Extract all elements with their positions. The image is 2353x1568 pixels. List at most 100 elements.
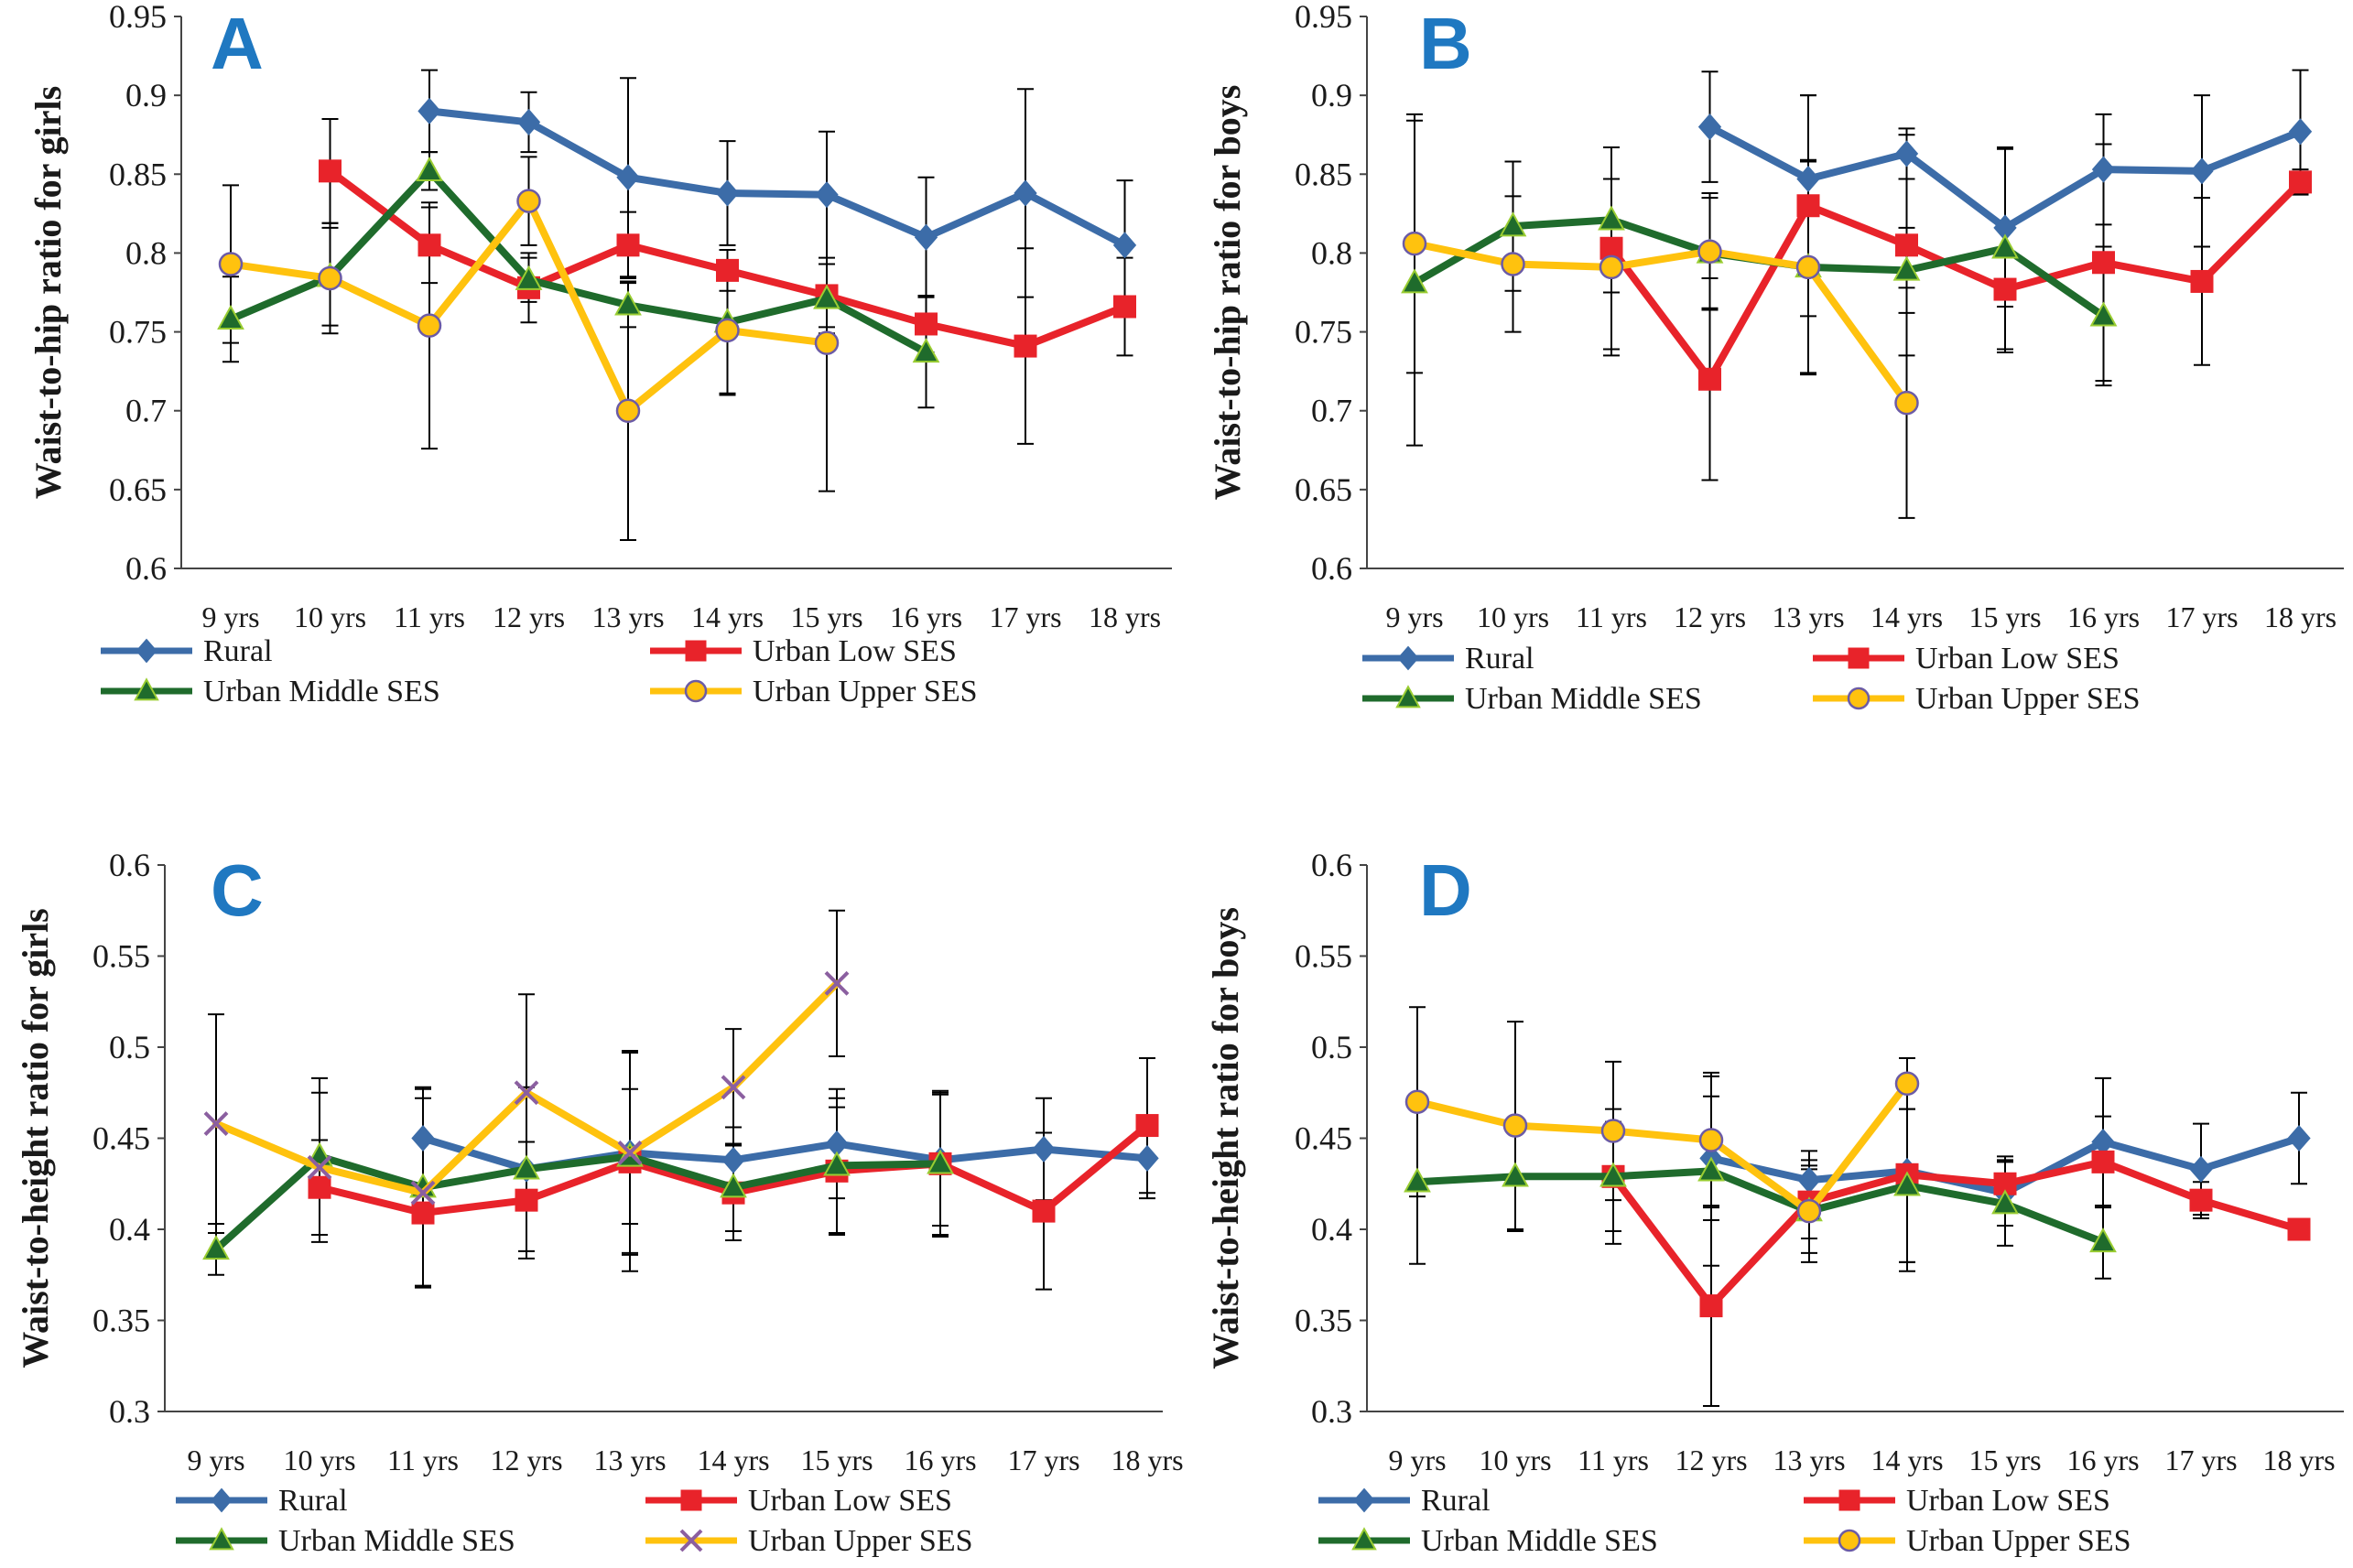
data-point-rural bbox=[815, 181, 839, 209]
legend-item: Urban Low SES bbox=[650, 634, 957, 668]
x-tick-label: 13 yrs bbox=[593, 1444, 666, 1476]
data-point-urban-upper bbox=[1894, 1071, 1920, 1097]
panel-letter: B bbox=[1419, 3, 1472, 84]
data-point-urban-middle bbox=[823, 1151, 851, 1176]
legend-marker bbox=[1395, 685, 1421, 708]
y-tick-label: 0.45 bbox=[92, 1120, 150, 1157]
y-tick-label: 0.85 bbox=[109, 156, 167, 192]
x-tick-label: 17 yrs bbox=[989, 600, 1061, 633]
y-tick-label: 0.6 bbox=[1311, 847, 1352, 883]
legend-label: Urban Upper SES bbox=[753, 675, 978, 708]
data-point-urban-middle bbox=[1598, 205, 1625, 231]
series-line-urban-upper bbox=[1414, 1079, 1911, 1216]
y-axis-label: Waist-to-hip ratio for girls bbox=[27, 86, 69, 499]
series-line-urban-middle bbox=[212, 1152, 944, 1253]
data-point-urban-low bbox=[1113, 295, 1136, 319]
legend-item: Urban Upper SES bbox=[650, 675, 978, 708]
legend-marker bbox=[209, 1527, 234, 1551]
data-point-urban-low bbox=[2289, 170, 2312, 194]
x-tick-label: 12 yrs bbox=[490, 1444, 562, 1476]
data-point-rural bbox=[1796, 165, 1820, 193]
data-point-urban-upper bbox=[1404, 1089, 1430, 1114]
legend-item: Urban Middle SES bbox=[1318, 1524, 1658, 1558]
data-point-urban-upper bbox=[318, 265, 342, 291]
data-point-urban-low bbox=[1993, 277, 2017, 301]
legend-label: Urban Low SES bbox=[1906, 1484, 2110, 1518]
x-tick-label: 17 yrs bbox=[2164, 1444, 2237, 1476]
x-tick-label: 11 yrs bbox=[394, 600, 465, 633]
x-tick-label: 10 yrs bbox=[1479, 1444, 1551, 1476]
x-tick-label: 14 yrs bbox=[1870, 1444, 1943, 1476]
x-tick-label: 17 yrs bbox=[2165, 600, 2238, 633]
data-point-urban-upper bbox=[1599, 254, 1624, 280]
data-point-rural bbox=[1032, 1135, 1056, 1163]
data-point-urban-upper bbox=[1796, 1198, 1822, 1224]
x-tick-label: 14 yrs bbox=[691, 600, 764, 633]
series-line-urban-middle bbox=[1414, 1167, 2107, 1246]
data-point-urban-low bbox=[2287, 1217, 2311, 1241]
data-point-urban-upper bbox=[410, 1180, 436, 1206]
data-point-rural bbox=[1014, 179, 1037, 207]
y-tick-label: 0.8 bbox=[125, 234, 167, 271]
y-tick-label: 0.35 bbox=[92, 1303, 150, 1339]
panel-letter: A bbox=[211, 3, 264, 84]
series-line-urban-middle bbox=[227, 167, 930, 356]
y-tick-label: 0.4 bbox=[109, 1211, 150, 1248]
y-tick-label: 0.5 bbox=[109, 1029, 150, 1065]
x-tick-label: 10 yrs bbox=[294, 600, 366, 633]
data-point-urban-middle bbox=[1991, 233, 2019, 259]
data-point-urban-low bbox=[1895, 233, 1918, 257]
data-point-urban-low bbox=[1135, 1114, 1159, 1138]
x-tick-label: 13 yrs bbox=[1772, 600, 1844, 633]
data-point-urban-middle bbox=[614, 290, 642, 316]
y-tick-label: 0.9 bbox=[1311, 77, 1352, 114]
data-point-rural bbox=[1112, 232, 1137, 259]
data-point-urban-middle bbox=[1401, 268, 1428, 294]
data-point-urban-middle bbox=[912, 338, 940, 363]
y-tick-label: 0.3 bbox=[109, 1393, 150, 1430]
data-point-urban-middle bbox=[2089, 1227, 2117, 1253]
legend-item: Urban Low SES bbox=[1813, 642, 2120, 676]
data-point-urban-middle bbox=[1893, 1171, 1921, 1196]
x-tick-label: 18 yrs bbox=[2262, 1444, 2335, 1476]
y-tick-label: 0.8 bbox=[1311, 234, 1352, 271]
data-point-urban-upper bbox=[814, 330, 840, 355]
data-point-urban-middle bbox=[515, 265, 543, 290]
legend-label: Urban Low SES bbox=[748, 1484, 952, 1518]
y-tick-label: 0.45 bbox=[1295, 1120, 1352, 1157]
legend-label: Urban Middle SES bbox=[1421, 1524, 1658, 1558]
x-tick-label: 18 yrs bbox=[2264, 600, 2337, 633]
data-point-urban-middle bbox=[1991, 1189, 2019, 1215]
data-point-urban-upper bbox=[516, 189, 541, 213]
y-tick-label: 0.6 bbox=[109, 847, 150, 883]
data-point-urban-middle bbox=[2089, 301, 2118, 327]
y-tick-label: 0.55 bbox=[92, 938, 150, 975]
legend-item: Rural bbox=[176, 1484, 348, 1518]
x-tick-label: 16 yrs bbox=[890, 600, 962, 633]
legend-label: Urban Middle SES bbox=[203, 675, 440, 708]
data-point-urban-low bbox=[1699, 1294, 1723, 1318]
data-point-urban-upper bbox=[617, 1141, 643, 1165]
x-tick-label: 18 yrs bbox=[1089, 600, 1161, 633]
data-point-rural bbox=[2190, 157, 2214, 185]
data-point-rural bbox=[721, 1146, 745, 1173]
data-point-urban-middle bbox=[927, 1149, 954, 1174]
data-point-rural bbox=[2091, 156, 2116, 183]
y-tick-label: 0.35 bbox=[1295, 1303, 1352, 1339]
legend-item: Urban Middle SES bbox=[101, 675, 440, 708]
data-point-rural bbox=[1797, 1166, 1821, 1194]
data-point-urban-low bbox=[2092, 251, 2115, 275]
x-tick-label: 16 yrs bbox=[2067, 600, 2140, 633]
x-tick-label: 12 yrs bbox=[1674, 600, 1746, 633]
data-point-urban-middle bbox=[1599, 1162, 1627, 1187]
data-point-urban-upper bbox=[715, 318, 740, 343]
series-line-urban-low bbox=[1610, 1158, 2303, 1310]
y-tick-label: 0.7 bbox=[125, 393, 167, 429]
y-tick-label: 0.3 bbox=[1311, 1393, 1352, 1430]
x-tick-label: 11 yrs bbox=[1576, 600, 1647, 633]
x-tick-label: 14 yrs bbox=[1870, 600, 1943, 633]
legend-label: Urban Low SES bbox=[1915, 642, 2120, 676]
data-point-urban-low bbox=[2091, 1150, 2115, 1173]
data-point-urban-upper bbox=[514, 1080, 539, 1106]
x-tick-label: 16 yrs bbox=[2066, 1444, 2139, 1476]
